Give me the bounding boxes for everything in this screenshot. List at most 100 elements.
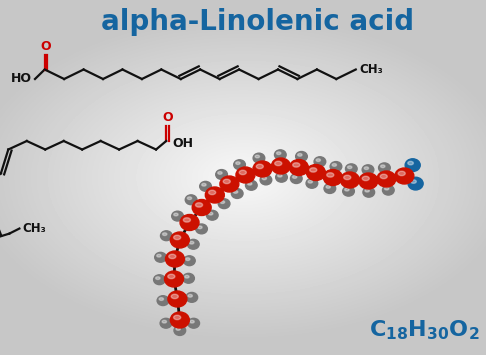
Ellipse shape [255, 155, 260, 158]
Ellipse shape [395, 168, 414, 184]
Ellipse shape [278, 174, 282, 177]
Ellipse shape [347, 166, 352, 169]
Ellipse shape [245, 180, 257, 190]
Ellipse shape [262, 177, 266, 180]
Ellipse shape [171, 294, 178, 299]
Ellipse shape [253, 161, 272, 177]
Ellipse shape [384, 187, 389, 190]
Ellipse shape [174, 213, 178, 216]
Ellipse shape [380, 174, 387, 179]
Ellipse shape [190, 320, 194, 323]
Ellipse shape [171, 232, 190, 248]
Ellipse shape [172, 211, 183, 221]
Ellipse shape [362, 176, 369, 181]
Ellipse shape [187, 197, 191, 200]
Ellipse shape [324, 169, 342, 186]
Ellipse shape [332, 164, 336, 166]
Ellipse shape [195, 203, 203, 207]
Ellipse shape [362, 165, 374, 175]
Ellipse shape [220, 176, 239, 192]
Ellipse shape [183, 273, 194, 283]
Text: CH₃: CH₃ [23, 222, 47, 235]
Ellipse shape [186, 293, 198, 302]
Ellipse shape [272, 158, 291, 174]
Ellipse shape [405, 159, 420, 171]
Ellipse shape [188, 318, 200, 328]
Ellipse shape [184, 256, 195, 266]
Ellipse shape [216, 170, 227, 179]
Ellipse shape [239, 170, 246, 175]
Ellipse shape [157, 296, 169, 306]
Ellipse shape [327, 173, 334, 177]
Ellipse shape [275, 150, 286, 160]
Ellipse shape [408, 177, 423, 190]
Ellipse shape [162, 320, 167, 323]
Ellipse shape [223, 179, 230, 184]
Ellipse shape [168, 291, 187, 307]
Ellipse shape [236, 167, 255, 183]
Ellipse shape [363, 187, 375, 197]
Ellipse shape [411, 180, 417, 183]
Ellipse shape [206, 187, 225, 203]
Ellipse shape [218, 199, 230, 209]
Ellipse shape [183, 218, 191, 222]
Text: alpha-Linolenic acid: alpha-Linolenic acid [101, 7, 414, 36]
Ellipse shape [297, 153, 302, 156]
Ellipse shape [291, 174, 302, 184]
Ellipse shape [377, 171, 396, 187]
Ellipse shape [202, 184, 206, 186]
Ellipse shape [382, 185, 394, 195]
Ellipse shape [208, 212, 213, 215]
Text: O: O [41, 39, 52, 53]
Ellipse shape [310, 168, 317, 172]
Ellipse shape [198, 226, 202, 229]
Ellipse shape [365, 189, 369, 192]
Ellipse shape [160, 318, 172, 328]
Ellipse shape [344, 175, 351, 180]
Ellipse shape [174, 235, 181, 240]
Ellipse shape [174, 315, 181, 320]
Ellipse shape [234, 160, 245, 170]
Ellipse shape [408, 162, 414, 165]
Ellipse shape [171, 312, 190, 328]
Ellipse shape [330, 162, 342, 171]
Ellipse shape [218, 171, 222, 174]
Ellipse shape [188, 239, 199, 249]
Ellipse shape [174, 326, 186, 335]
Ellipse shape [156, 255, 161, 257]
Ellipse shape [155, 252, 166, 262]
Ellipse shape [236, 162, 240, 164]
Ellipse shape [160, 231, 172, 241]
Ellipse shape [293, 176, 297, 178]
Ellipse shape [168, 274, 175, 279]
Ellipse shape [345, 188, 349, 191]
Ellipse shape [256, 164, 263, 169]
Ellipse shape [162, 233, 167, 235]
Ellipse shape [314, 157, 326, 166]
Text: O: O [162, 111, 173, 124]
Ellipse shape [290, 159, 308, 175]
Ellipse shape [346, 164, 357, 174]
Ellipse shape [293, 163, 300, 167]
Ellipse shape [307, 164, 326, 180]
Text: CH₃: CH₃ [360, 63, 383, 76]
Ellipse shape [308, 180, 312, 183]
Ellipse shape [190, 241, 194, 244]
Ellipse shape [253, 153, 265, 163]
Ellipse shape [247, 182, 252, 185]
Ellipse shape [169, 254, 176, 259]
Ellipse shape [316, 159, 320, 162]
Text: OH: OH [173, 137, 193, 150]
Ellipse shape [381, 165, 385, 168]
Ellipse shape [398, 171, 405, 176]
Ellipse shape [196, 224, 208, 234]
Text: HO: HO [11, 72, 32, 86]
Ellipse shape [260, 175, 272, 185]
Ellipse shape [233, 191, 238, 193]
Ellipse shape [208, 190, 216, 195]
Ellipse shape [277, 152, 281, 154]
Ellipse shape [220, 201, 225, 203]
Ellipse shape [185, 275, 189, 278]
Ellipse shape [159, 298, 163, 300]
Ellipse shape [165, 251, 185, 267]
